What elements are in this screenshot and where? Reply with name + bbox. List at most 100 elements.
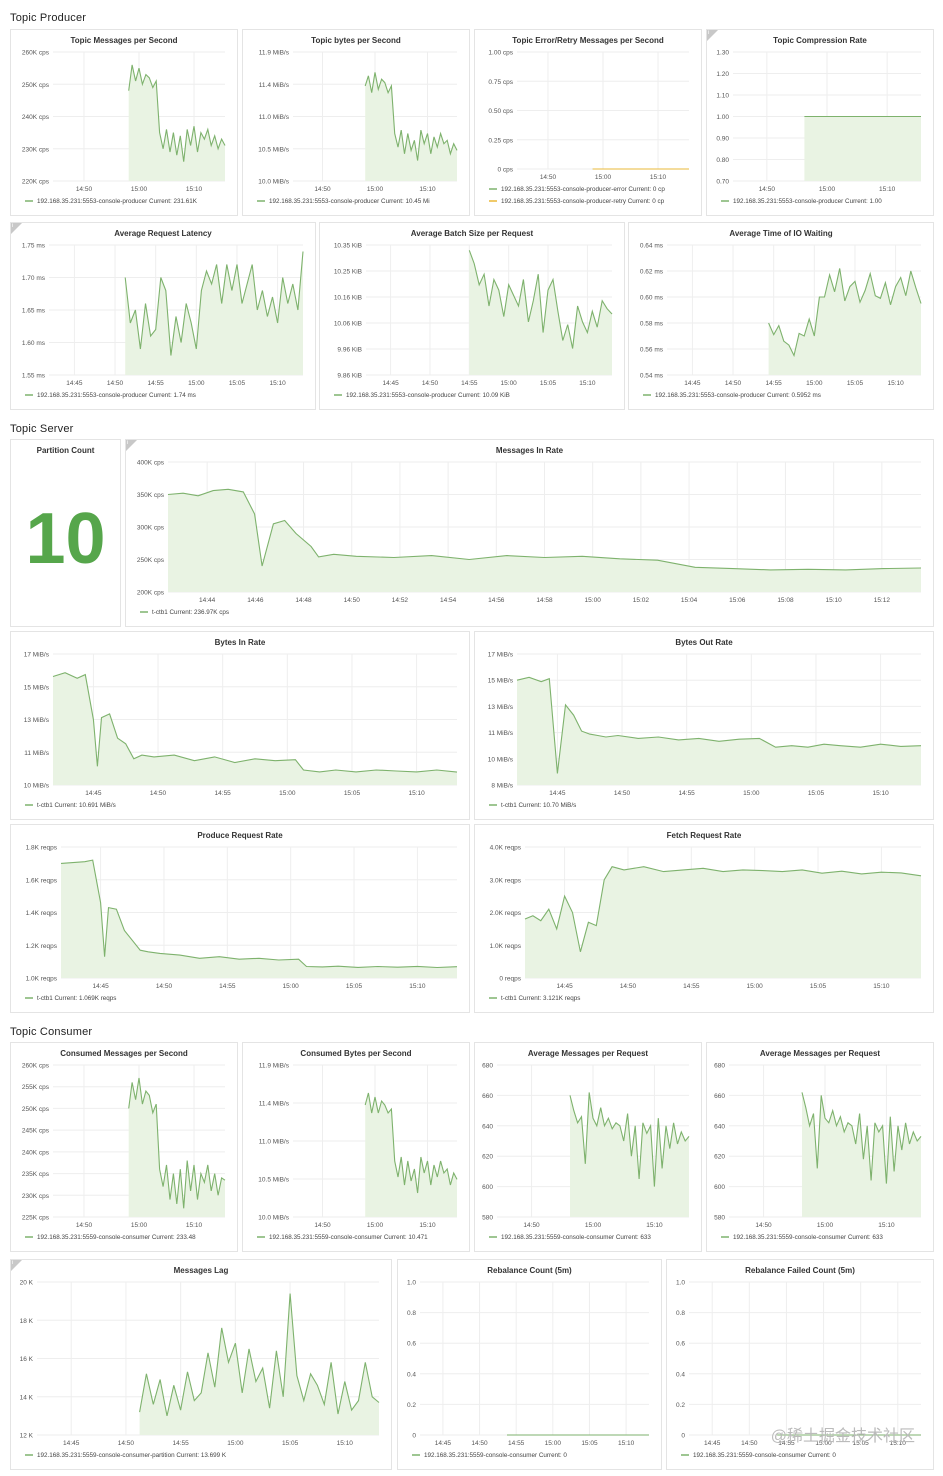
y-tick-label: 1.0K reqps xyxy=(490,943,522,950)
panel-bytes-in-rate[interactable]: Bytes In Rate 17 MiB/s 15 MiB/s 13 MiB/s 11 … xyxy=(10,631,470,820)
panel-title[interactable]: Topic bytes per Second xyxy=(311,36,401,45)
y-tick-label: 11 MiB/s xyxy=(488,730,514,737)
panel-bytes-out-rate[interactable]: Bytes Out Rate 17 MiB/s 15 MiB/s 13 MiB/s 11… xyxy=(474,631,934,820)
panel-topic-error-retry-messages-per-second[interactable]: Topic Error/Retry Messages per Second 1.0… xyxy=(474,29,702,216)
panel-title[interactable]: Topic Compression Rate xyxy=(773,36,867,45)
x-tick-label: 14:52 xyxy=(392,597,409,604)
legend-entry: 192.168.35.231:5559-console-consumer Cur… xyxy=(733,1234,883,1241)
panel-title[interactable]: Produce Request Rate xyxy=(197,831,283,840)
x-tick-label: 14:50 xyxy=(725,380,742,387)
panel-average-time-of-io-waiting[interactable]: Average Time of IO Waiting 0.64 ms 0.62 ms… xyxy=(628,222,934,410)
legend-entry: 192.168.35.231:5559-console-consumer Cur… xyxy=(424,1452,567,1459)
panel-title[interactable]: Messages In Rate xyxy=(495,446,564,455)
legend-entry: 192.168.35.231:5559-console-consumer Cur… xyxy=(269,1234,428,1241)
panel-title[interactable]: Fetch Request Rate xyxy=(666,831,742,840)
series-area xyxy=(128,64,225,181)
panel-title[interactable]: Rebalance Count (5m) xyxy=(487,1266,572,1275)
info-corner-icon[interactable]: i xyxy=(126,440,137,451)
row-title-producer[interactable]: Topic Producer xyxy=(10,12,87,24)
series-area xyxy=(61,860,457,978)
panel-messages-lag[interactable]: i Messages Lag 20 K 18 K 16 K 14 K 12 K 14:45 14… xyxy=(10,1259,392,1470)
panel-average-request-latency[interactable]: i Average Request Latency 1.75 ms 1.70 ms 1.… xyxy=(10,222,316,410)
panel-consumed-messages-per-second[interactable]: Consumed Messages per Second 260K cps 255K… xyxy=(10,1042,238,1252)
panel-rebalance-count-5m[interactable]: Rebalance Count (5m) 1.0 0.8 0.6 0.4 0.2 0 14:4… xyxy=(397,1259,662,1470)
panel-title[interactable]: Average Messages per Request xyxy=(759,1049,881,1058)
panel-title[interactable]: Average Batch Size per Request xyxy=(410,229,534,238)
y-tick-label: 0.50 cps xyxy=(488,108,513,115)
info-corner-icon[interactable]: i xyxy=(11,223,22,234)
panel-title[interactable]: Topic Messages per Second xyxy=(70,36,178,45)
y-tick-label: 620 xyxy=(482,1154,493,1161)
panel-title[interactable]: Bytes Out Rate xyxy=(675,638,733,647)
y-tick-label: 0.90 xyxy=(716,136,729,143)
chart-plot: 1.0 0.8 0.6 0.4 0.2 0 14:45 14:50 14:55 15:00 15:0… xyxy=(676,1280,921,1459)
x-tick-label: 14:50 xyxy=(759,186,776,193)
panel-title[interactable]: Partition Count xyxy=(36,446,95,455)
panel-title[interactable]: Average Request Latency xyxy=(114,229,212,238)
x-tick-label: 14:50 xyxy=(107,380,124,387)
x-tick-label: 15:05 xyxy=(810,983,827,990)
panel-title[interactable]: Consumed Messages per Second xyxy=(60,1049,188,1058)
legend-entry: 192.168.35.231:5553-console-producer Cur… xyxy=(346,392,510,399)
panel-average-batch-size-per-request[interactable]: Average Batch Size per Request 10.35 KiB 1… xyxy=(319,222,625,410)
panel-title[interactable]: Messages Lag xyxy=(173,1266,229,1275)
info-corner-icon[interactable]: i xyxy=(707,30,718,41)
y-tick-label: 0.80 xyxy=(716,157,729,164)
x-tick-label: 14:50 xyxy=(523,1222,540,1229)
panel-title[interactable]: Average Messages per Request xyxy=(527,1049,649,1058)
panel-fetch-request-rate[interactable]: Fetch Request Rate 4.0K reqps 3.0K reqps 2.… xyxy=(474,824,934,1013)
panel-title[interactable]: Topic Error/Retry Messages per Second xyxy=(512,36,664,45)
x-tick-label: 14:50 xyxy=(741,1440,758,1447)
x-tick-label: 14:50 xyxy=(614,790,631,797)
panel-rebalance-failed-count-5m[interactable]: Rebalance Failed Count (5m) 1.0 0.8 0.6 0.4 0… xyxy=(666,1259,934,1470)
y-tick-label: 0.6 xyxy=(407,1341,416,1348)
panel-title[interactable]: Consumed Bytes per Second xyxy=(300,1049,412,1058)
series-area xyxy=(525,866,921,978)
panel-partition-count[interactable]: Partition Count 10 xyxy=(10,439,121,627)
panel-title[interactable]: Bytes In Rate xyxy=(214,638,266,647)
x-tick-label: 15:05 xyxy=(808,790,825,797)
y-tick-label: 0.62 ms xyxy=(640,269,664,276)
chart-plot: 260K cps 255K cps 250K cps 245K cps 240K cps… xyxy=(22,1063,226,1241)
legend-entry: 192.168.35.231:5553-console-producer Cur… xyxy=(655,392,821,399)
y-tick-label: 17 MiB/s xyxy=(24,652,50,659)
y-tick-label: 0.75 cps xyxy=(488,79,513,86)
x-tick-label: 15:10 xyxy=(186,186,203,193)
info-corner-icon[interactable]: i xyxy=(11,1260,22,1271)
y-tick-label: 250K cps xyxy=(22,1106,50,1113)
y-tick-label: 15 MiB/s xyxy=(488,678,514,685)
panel-produce-request-rate[interactable]: Produce Request Rate 1.8K reqps 1.6K reqps… xyxy=(10,824,470,1013)
y-tick-label: 1.60 ms xyxy=(22,340,46,347)
row-title-server[interactable]: Topic Server xyxy=(10,423,74,435)
x-tick-label: 15:00 xyxy=(819,186,836,193)
y-tick-label: 0 xyxy=(412,1433,416,1440)
panel-topic-bytes-per-second[interactable]: Topic bytes per Second 11.9 MiB/s 11.4 MiB… xyxy=(242,29,470,216)
row-title-consumer[interactable]: Topic Consumer xyxy=(10,1026,93,1038)
panel-consumed-bytes-per-second[interactable]: Consumed Bytes per Second 11.9 MiB/s 11.4 … xyxy=(242,1042,470,1252)
y-tick-label: 640 xyxy=(482,1123,493,1130)
y-tick-label: 350K cps xyxy=(137,492,165,499)
x-tick-label: 14:45 xyxy=(549,790,566,797)
panel-title[interactable]: Average Time of IO Waiting xyxy=(729,229,833,238)
y-tick-label: 1.8K reqps xyxy=(26,845,58,852)
y-tick-label: 10.16 KiB xyxy=(334,295,362,302)
panel-messages-in-rate[interactable]: i Messages In Rate 400K cps 350K cps 300K cp… xyxy=(125,439,934,627)
series-area xyxy=(365,1093,457,1217)
series-area xyxy=(804,116,921,181)
series-line xyxy=(364,72,458,161)
panel-topic-messages-per-second[interactable]: Topic Messages per Second 260K cps 250K cp… xyxy=(10,29,238,216)
x-tick-label: 14:50 xyxy=(755,1222,772,1229)
watermark: @稀土掘金技术社区 xyxy=(770,1428,915,1445)
x-tick-label: 15:08 xyxy=(777,597,794,604)
panel-title[interactable]: Rebalance Failed Count (5m) xyxy=(745,1266,855,1275)
panel-topic-compression-rate[interactable]: i Topic Compression Rate 1.30 1.20 1.10 1.00 0… xyxy=(706,29,934,216)
panel-average-messages-per-request[interactable]: Average Messages per Request 680 660 640 620… xyxy=(474,1042,702,1252)
series-line xyxy=(60,859,458,969)
series-area xyxy=(570,1092,689,1217)
y-tick-label: 660 xyxy=(482,1093,493,1100)
x-tick-label: 15:05 xyxy=(853,1440,870,1447)
x-tick-label: 14:45 xyxy=(556,983,573,990)
x-tick-label: 15:10 xyxy=(872,790,889,797)
x-tick-label: 14:45 xyxy=(435,1440,452,1447)
panel-average-messages-per-request[interactable]: Average Messages per Request 680 660 640 620… xyxy=(706,1042,934,1252)
